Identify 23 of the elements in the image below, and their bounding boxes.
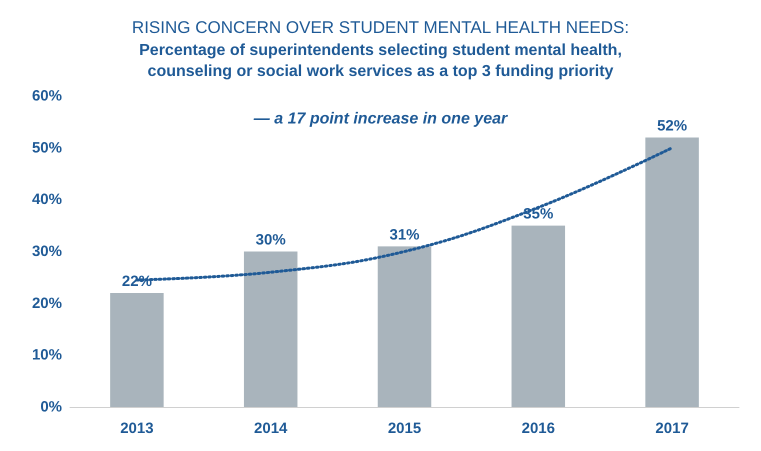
bar [512,226,566,407]
chart-title: RISING CONCERN OVER STUDENT MENTAL HEALTH NEEDS: [132,18,630,37]
bar [645,137,699,407]
x-tick-label: 2014 [254,420,288,437]
y-tick-label: 40% [32,191,62,208]
data-label: 52% [657,117,688,134]
y-tick-label: 60% [32,88,62,104]
data-label: 31% [389,226,420,244]
x-tick-label: 2015 [388,420,422,437]
x-tick-label: 2016 [522,420,555,437]
y-tick-label: 10% [32,346,62,364]
x-tick-label: 2013 [120,420,154,437]
bar [244,252,298,407]
y-tick-label: 30% [32,243,62,260]
annotation: — a 17 point increase in one year [252,110,508,128]
bar [378,246,432,407]
y-tick-label: 0% [40,398,62,416]
data-label: 30% [256,232,286,248]
chart-subtitle: Percentage of superintendents selecting student mental health, counseling or social work services as a top 3 funding priority [139,42,622,80]
y-tick-label: 50% [32,139,62,156]
y-tick-label: 20% [32,294,62,312]
x-tick-label: 2017 [655,420,689,437]
bar [110,292,164,407]
